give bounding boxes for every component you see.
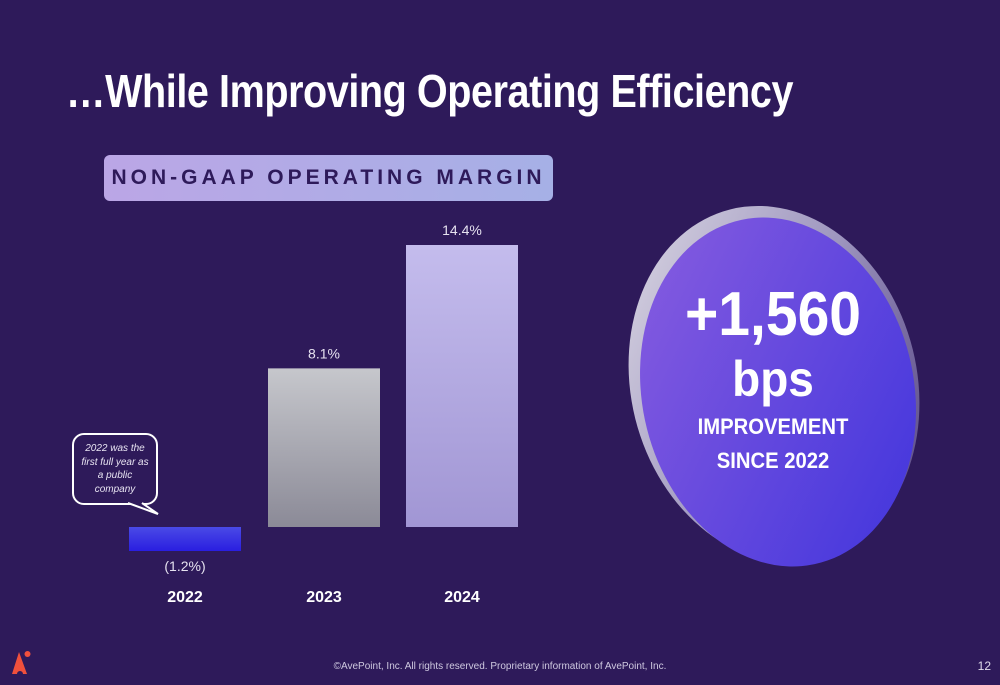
category-label-2023: 2023 xyxy=(306,589,342,606)
callout-tail xyxy=(127,502,159,515)
data-label-2023: 8.1% xyxy=(308,345,340,361)
copyright-footer: ©AvePoint, Inc. All rights reserved. Pro… xyxy=(333,661,667,672)
data-label-2024: 14.4% xyxy=(442,222,482,238)
callout-text: 2022 was the first full year as a public… xyxy=(81,443,149,495)
callout-bubble: 2022 was the first full year as a public… xyxy=(72,433,158,505)
highlight-unit: bps xyxy=(732,351,814,407)
category-label-2024: 2024 xyxy=(444,589,480,606)
highlight-circle xyxy=(628,205,920,567)
avepoint-logo-icon xyxy=(12,651,31,674)
data-label-2022: (1.2%) xyxy=(164,558,205,574)
slide-title: …While Improving Operating Efficiency xyxy=(66,65,794,117)
page-number: 12 xyxy=(977,659,991,673)
section-label: NON-GAAP OPERATING MARGIN xyxy=(111,166,546,189)
section-label-pill: NON-GAAP OPERATING MARGIN xyxy=(104,155,553,201)
bar-2023 xyxy=(268,368,380,527)
highlight-value: +1,560 xyxy=(684,280,862,349)
category-label-2022: 2022 xyxy=(167,589,203,606)
circle-fill xyxy=(640,217,916,567)
highlight-line-2: SINCE 2022 xyxy=(716,448,830,473)
highlight-line-1: IMPROVEMENT xyxy=(697,414,849,439)
highlight-text: +1,560 bps IMPROVEMENT SINCE 2022 xyxy=(642,280,904,478)
bar-2024 xyxy=(406,245,518,527)
bar-2022 xyxy=(129,527,241,551)
